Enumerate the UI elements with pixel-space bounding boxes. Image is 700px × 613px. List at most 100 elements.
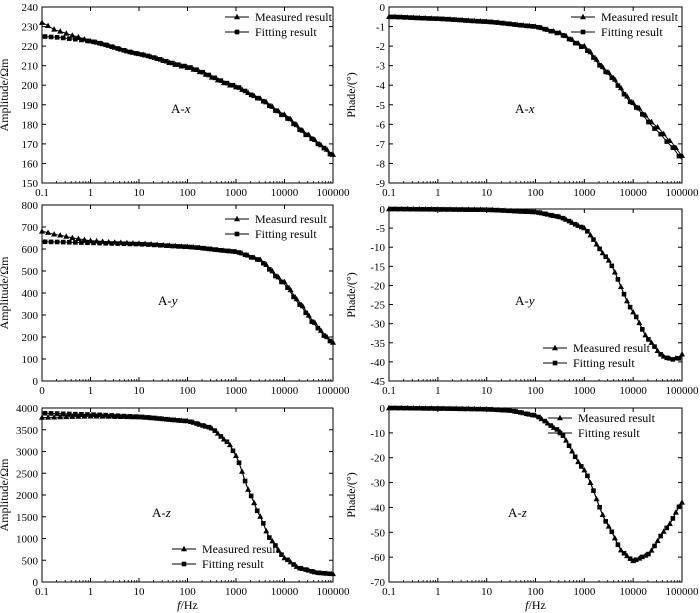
- square-marker: [188, 65, 193, 70]
- square-marker: [658, 533, 663, 539]
- square-marker: [481, 19, 486, 24]
- series-line: [41, 35, 334, 157]
- square-marker: [127, 414, 133, 419]
- square-marker: [139, 414, 145, 420]
- x-tick-label: 10000: [619, 385, 647, 397]
- triangle-marker: [287, 286, 294, 293]
- square-marker: [621, 291, 627, 297]
- y-axis-title: Phade/(°): [344, 272, 358, 317]
- y-tick-label: -20: [370, 280, 385, 292]
- series-measured: [386, 205, 685, 361]
- x-tick-label: 0.1: [35, 586, 49, 598]
- series-fitting: [41, 410, 334, 577]
- series-line: [41, 412, 334, 575]
- square-marker: [85, 240, 90, 246]
- panel-label-axis: x: [528, 101, 535, 116]
- square-marker: [597, 63, 602, 68]
- square-marker: [603, 69, 608, 75]
- square-marker: [91, 39, 96, 45]
- square-marker: [200, 423, 205, 428]
- square-marker: [163, 58, 169, 64]
- square-marker: [493, 207, 499, 213]
- square-marker: [194, 67, 199, 73]
- x-tick-label: 0: [39, 385, 45, 397]
- y-tick-label: -4: [376, 80, 386, 92]
- y-tick-label: -1: [376, 22, 385, 34]
- panel-label-prefix: A-: [158, 293, 172, 308]
- square-marker: [200, 245, 205, 251]
- square-marker: [560, 215, 566, 221]
- square-marker: [609, 529, 615, 535]
- triangle-marker: [57, 413, 64, 420]
- square-marker: [248, 92, 254, 98]
- square-marker: [182, 63, 187, 69]
- legend-marker: [181, 545, 187, 552]
- square-marker: [91, 240, 96, 246]
- y-tick-label: -5: [376, 100, 386, 112]
- y-axis-title: Amplitude/Ωm: [0, 256, 11, 330]
- square-marker: [206, 424, 212, 430]
- x-tick-label: 1000: [225, 586, 248, 598]
- y-tick-label: -45: [370, 376, 385, 388]
- square-marker: [615, 277, 621, 282]
- panel-label: A-y: [158, 293, 178, 308]
- y-tick-label: -10: [370, 242, 385, 254]
- square-marker: [315, 141, 321, 147]
- triangle-marker: [330, 339, 336, 345]
- square-marker: [260, 260, 266, 266]
- y-tick-label: -2: [376, 41, 385, 53]
- y-tick-label: -10: [370, 428, 385, 440]
- square-marker: [121, 48, 127, 53]
- square-marker: [395, 206, 401, 212]
- x-tick-label: 0.1: [35, 187, 49, 199]
- square-marker: [487, 407, 493, 412]
- square-marker: [248, 493, 254, 499]
- legend-marker: [557, 430, 563, 436]
- square-marker: [646, 337, 651, 342]
- y-tick-label: 180: [22, 119, 39, 131]
- series-measured: [386, 404, 685, 564]
- square-marker: [499, 208, 505, 213]
- square-marker: [548, 212, 554, 218]
- triangle-marker: [624, 93, 631, 99]
- square-marker: [633, 314, 639, 320]
- x-tick-label: 100000: [666, 187, 700, 199]
- square-marker: [327, 338, 333, 344]
- panel-label-prefix: A-: [515, 101, 529, 116]
- y-axis-title: Amplitude/Ωm: [0, 458, 11, 532]
- x-tick-label: 10: [481, 187, 493, 199]
- square-marker: [151, 55, 157, 60]
- square-marker: [115, 413, 121, 419]
- square-marker: [475, 406, 480, 412]
- triangle-marker: [679, 351, 685, 357]
- legend-label: Measurd result: [255, 212, 327, 226]
- y-tick-label: 500: [22, 555, 39, 567]
- square-marker: [327, 151, 333, 157]
- square-marker: [517, 209, 523, 214]
- legend-label: Measured result: [601, 10, 679, 24]
- square-marker: [414, 405, 419, 411]
- panel-label: A-y: [515, 293, 535, 308]
- square-marker: [450, 207, 456, 212]
- square-marker: [676, 356, 682, 361]
- x-tick-label: 100: [179, 586, 196, 598]
- square-marker: [42, 34, 48, 39]
- x-tick-label: 100000: [317, 586, 351, 598]
- square-marker: [548, 423, 554, 428]
- square-marker: [389, 14, 395, 20]
- square-marker: [321, 570, 327, 576]
- chart-px: 0 -1 -2 -3 -4 -5 -6 -7 -8 -90.1 1 10 100 1000 10000 100…: [344, 2, 699, 199]
- square-marker: [542, 418, 547, 424]
- legend-marker: [580, 13, 586, 20]
- y-tick-label: 500: [22, 266, 39, 278]
- square-marker: [572, 40, 578, 46]
- x-axis-title-symbol: f: [177, 598, 182, 612]
- square-marker: [73, 240, 78, 245]
- y-tick-label: 100: [22, 354, 39, 366]
- square-marker: [432, 16, 438, 21]
- square-marker: [236, 460, 242, 466]
- x-tick-label: 10000: [619, 586, 647, 598]
- triangle-marker: [39, 414, 45, 420]
- square-marker: [615, 83, 621, 88]
